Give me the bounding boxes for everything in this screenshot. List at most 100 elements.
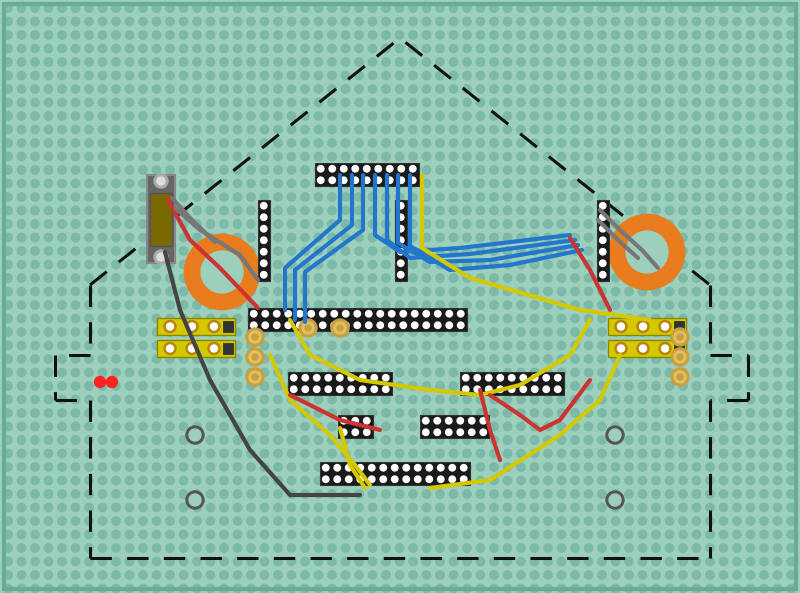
Circle shape <box>112 139 120 147</box>
Circle shape <box>544 368 552 377</box>
Circle shape <box>409 503 418 512</box>
Circle shape <box>544 584 552 592</box>
Circle shape <box>98 274 106 282</box>
Circle shape <box>85 193 93 201</box>
Circle shape <box>395 382 404 390</box>
Circle shape <box>287 4 296 12</box>
Circle shape <box>166 85 174 93</box>
Circle shape <box>166 206 174 215</box>
Circle shape <box>139 314 147 323</box>
Circle shape <box>328 125 336 133</box>
Circle shape <box>652 503 660 512</box>
Circle shape <box>517 98 526 107</box>
Circle shape <box>625 247 634 255</box>
Circle shape <box>503 584 512 592</box>
Circle shape <box>733 449 742 458</box>
Circle shape <box>666 463 674 471</box>
Circle shape <box>366 311 372 317</box>
Circle shape <box>166 179 174 188</box>
Circle shape <box>328 139 336 147</box>
Circle shape <box>598 206 606 215</box>
Circle shape <box>4 274 12 282</box>
Circle shape <box>422 503 430 512</box>
Circle shape <box>85 422 93 431</box>
Circle shape <box>382 530 390 538</box>
Circle shape <box>598 503 606 512</box>
Circle shape <box>98 166 106 174</box>
Circle shape <box>436 530 444 538</box>
Circle shape <box>287 544 296 552</box>
Circle shape <box>301 152 309 161</box>
Circle shape <box>234 85 242 93</box>
Circle shape <box>599 248 606 255</box>
Circle shape <box>193 396 202 404</box>
Circle shape <box>112 287 120 296</box>
Circle shape <box>166 544 174 552</box>
Circle shape <box>436 503 444 512</box>
Circle shape <box>733 314 742 323</box>
Circle shape <box>706 139 714 147</box>
Circle shape <box>297 311 303 317</box>
Circle shape <box>530 17 538 25</box>
Circle shape <box>355 193 363 201</box>
Circle shape <box>260 44 269 53</box>
Circle shape <box>274 463 282 471</box>
Circle shape <box>436 517 444 525</box>
Circle shape <box>786 287 795 296</box>
Circle shape <box>301 490 309 498</box>
Circle shape <box>503 247 512 255</box>
Circle shape <box>179 517 188 525</box>
Circle shape <box>403 476 410 483</box>
Circle shape <box>220 314 228 323</box>
Circle shape <box>436 396 444 404</box>
Circle shape <box>678 314 687 323</box>
Circle shape <box>342 544 350 552</box>
Circle shape <box>774 274 782 282</box>
Circle shape <box>328 503 336 512</box>
Circle shape <box>395 31 404 39</box>
Circle shape <box>395 152 404 161</box>
Circle shape <box>490 98 498 107</box>
Circle shape <box>530 314 538 323</box>
Circle shape <box>462 220 471 228</box>
Circle shape <box>58 396 66 404</box>
Circle shape <box>611 584 620 592</box>
Circle shape <box>497 375 503 381</box>
Circle shape <box>260 98 269 107</box>
Circle shape <box>692 355 701 363</box>
Circle shape <box>774 31 782 39</box>
Circle shape <box>558 260 566 269</box>
Circle shape <box>530 463 538 471</box>
Circle shape <box>44 571 53 579</box>
Circle shape <box>503 557 512 566</box>
Circle shape <box>355 436 363 444</box>
Circle shape <box>760 530 768 538</box>
Circle shape <box>598 112 606 120</box>
Circle shape <box>375 165 382 172</box>
Circle shape <box>509 375 515 381</box>
Circle shape <box>517 247 526 255</box>
Circle shape <box>462 58 471 66</box>
Circle shape <box>246 301 255 309</box>
Circle shape <box>206 233 214 242</box>
Circle shape <box>422 368 430 377</box>
Circle shape <box>584 233 593 242</box>
Circle shape <box>678 58 687 66</box>
Circle shape <box>760 382 768 390</box>
Circle shape <box>719 342 728 350</box>
Circle shape <box>638 85 646 93</box>
Circle shape <box>234 449 242 458</box>
Circle shape <box>476 44 485 53</box>
Circle shape <box>85 301 93 309</box>
Circle shape <box>760 571 768 579</box>
Circle shape <box>733 409 742 417</box>
Circle shape <box>193 206 202 215</box>
Circle shape <box>261 248 267 255</box>
Circle shape <box>774 530 782 538</box>
Circle shape <box>375 177 382 183</box>
Circle shape <box>314 584 322 592</box>
Circle shape <box>625 355 634 363</box>
Circle shape <box>450 409 458 417</box>
Circle shape <box>152 44 161 53</box>
Circle shape <box>179 314 188 323</box>
